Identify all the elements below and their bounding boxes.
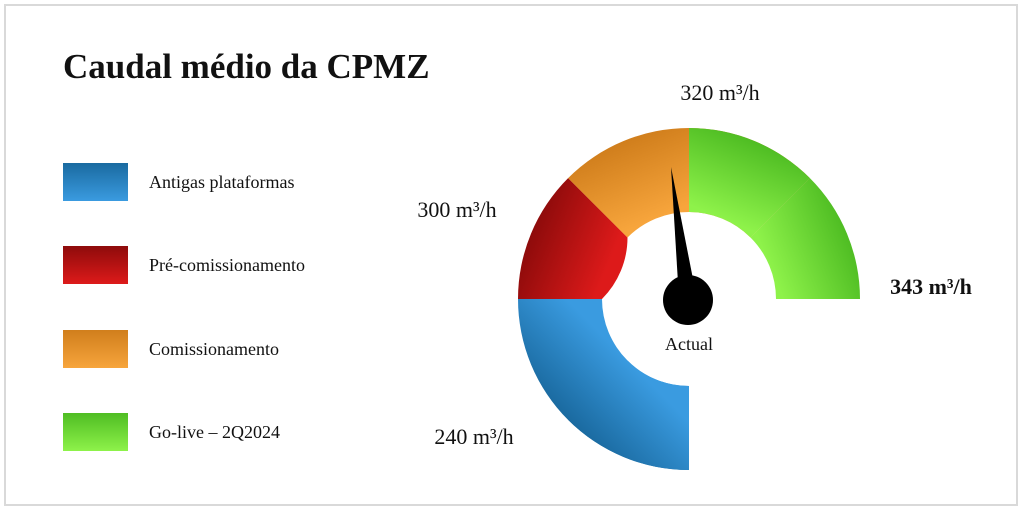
- chart-title: Caudal médio da CPMZ: [63, 47, 430, 86]
- gauge-needle: [671, 167, 697, 302]
- gauge-segment-red-2: [518, 178, 628, 299]
- legend-swatch-blue: [63, 163, 128, 201]
- gauge-needle-hub: [663, 275, 713, 325]
- legend-label: Comissionamento: [149, 339, 279, 359]
- gauge-segment-blue-2: [518, 299, 689, 470]
- gauge-segment-orange-1: [568, 128, 689, 238]
- threshold-label-320: 320 m³/h: [680, 80, 759, 105]
- legend-label: Antigas plataformas: [149, 172, 295, 192]
- legend-swatch-red: [63, 246, 128, 284]
- needle-label: Actual: [665, 334, 713, 354]
- legend-label: Pré-comissionamento: [149, 255, 305, 275]
- gauge-segment-green-1: [689, 128, 810, 238]
- gauge-segment-green-2: [750, 178, 860, 299]
- threshold-label-240: 240 m³/h: [434, 424, 513, 449]
- legend-label: Go-live – 2Q2024: [149, 422, 280, 442]
- gauge-segments: [518, 128, 860, 470]
- threshold-label-343: 343 m³/h: [890, 274, 972, 299]
- legend-swatch-orange: [63, 330, 128, 368]
- legend-swatch-green: [63, 413, 128, 451]
- threshold-label-300: 300 m³/h: [417, 197, 496, 222]
